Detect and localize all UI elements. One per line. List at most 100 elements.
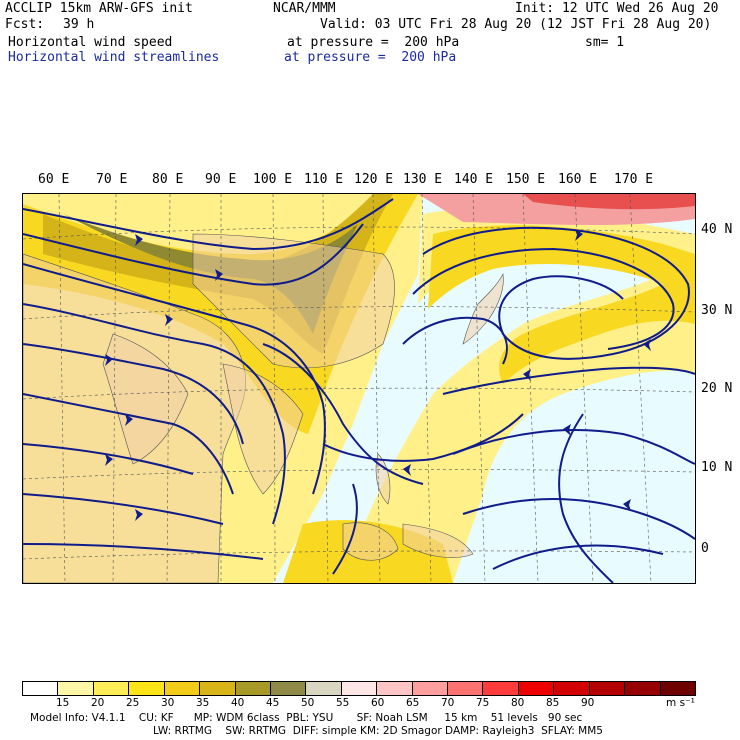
arrowhead	[105, 354, 113, 366]
colorbar-tick: 30	[161, 697, 175, 709]
colorbar-swatch	[448, 682, 484, 695]
grid-lon	[421, 194, 432, 583]
init-time: Init: 12 UTC Wed 26 Aug 20	[515, 1, 719, 16]
colorbar-swatch	[306, 682, 342, 695]
grid-lon	[58, 194, 66, 583]
arrowhead	[135, 234, 143, 246]
arrowhead	[563, 424, 571, 436]
wind-map	[22, 193, 696, 584]
lat-lon-grid	[23, 194, 695, 583]
center-label: NCAR/MMM	[273, 1, 336, 16]
colorbar-tick: 90	[581, 697, 595, 709]
streamline	[23, 343, 244, 445]
lon-label: 60 E	[38, 172, 70, 187]
wind-speed-colorbar	[22, 681, 696, 696]
grid-lat	[23, 226, 695, 240]
streamline	[442, 366, 695, 395]
arrowhead	[643, 339, 651, 351]
grid-lon	[629, 194, 652, 583]
colorbar-tick: 15	[56, 697, 70, 709]
streamline	[23, 223, 364, 286]
lat-label: 20 N	[701, 381, 733, 396]
valid-time: Valid: 03 UTC Fri 28 Aug 20 (12 JST Fri …	[320, 17, 712, 32]
smoothing-label: sm= 1	[585, 35, 625, 50]
grid-lat	[23, 550, 695, 560]
colorbar-swatch	[93, 682, 130, 695]
arrowhead	[403, 464, 411, 476]
colorbar-swatch	[58, 682, 94, 695]
lon-label: 130 E	[403, 172, 443, 187]
colorbar-tick: 55	[336, 697, 350, 709]
arrowhead	[623, 499, 631, 511]
wind-map-graphic	[23, 194, 695, 583]
streamline	[23, 393, 234, 495]
streamline	[23, 443, 194, 475]
colorbar-tick: 20	[91, 697, 105, 709]
streamline	[23, 493, 224, 525]
arrowhead	[125, 414, 133, 426]
colorbar-unit: m s⁻¹	[666, 697, 695, 709]
grid-lon	[166, 194, 171, 583]
wind-streamlines	[23, 198, 695, 583]
grid-lon	[272, 194, 276, 583]
lat-label: 10 N	[701, 460, 733, 475]
colorbar-swatch	[129, 682, 165, 695]
colorbar-swatch	[270, 682, 307, 695]
colorbar-tick: 45	[266, 697, 280, 709]
grid-lon	[472, 194, 486, 583]
colorbar-tick: 65	[406, 697, 420, 709]
colorbar-swatch	[200, 682, 236, 695]
model-info-line1: Model Info: V4.1.1 CU: KF MP: WDM 6class…	[30, 712, 583, 724]
colorbar-swatch	[23, 682, 59, 695]
land-india	[102, 333, 189, 465]
colorbar-tick: 70	[441, 697, 455, 709]
lon-label: 70 E	[96, 172, 128, 187]
field-wind-speed-level: at pressure = 200 hPa	[287, 35, 460, 50]
colorbar-swatch	[483, 682, 519, 695]
streamline	[492, 544, 664, 570]
colorbar-tick: 50	[301, 697, 315, 709]
streamline	[322, 413, 524, 462]
colorbar-tick: 35	[196, 697, 210, 709]
arrowhead	[105, 454, 113, 466]
streamline	[23, 263, 326, 495]
colorbar-swatch	[660, 682, 696, 695]
grid-lon	[522, 194, 539, 583]
streamline	[558, 413, 614, 583]
land-borneo	[342, 522, 399, 561]
streamline-arrowheads	[105, 229, 651, 521]
arrowhead	[165, 314, 173, 326]
lon-label: 80 E	[152, 172, 184, 187]
streamline	[402, 316, 508, 365]
streamline	[412, 247, 675, 350]
land-japan	[462, 272, 504, 345]
streamline	[23, 543, 264, 560]
colorbar-tick: 80	[511, 697, 525, 709]
colorbar-swatch	[341, 682, 378, 695]
land-philippines	[375, 453, 391, 505]
shading-red-north	[523, 194, 695, 210]
colorbar-swatch	[235, 682, 271, 695]
field-wind-speed-name: Horizontal wind speed	[8, 35, 173, 50]
colorbar-swatch	[377, 682, 413, 695]
grid-lon	[112, 194, 117, 583]
land-masses	[23, 233, 504, 583]
field-streamlines-level: at pressure = 200 hPa	[284, 50, 457, 65]
colorbar-tick: 60	[371, 697, 385, 709]
lon-label: 160 E	[558, 172, 598, 187]
land-indonesia	[402, 523, 474, 558]
streamline	[462, 498, 695, 540]
arrowhead	[575, 229, 583, 241]
colorbar-swatch	[412, 682, 449, 695]
streamline	[23, 303, 286, 525]
forecast-hours: 39 h	[63, 17, 95, 32]
colorbar-swatch	[164, 682, 201, 695]
streamline	[262, 343, 424, 485]
arrowhead	[215, 269, 223, 281]
lat-label: 40 N	[701, 222, 733, 237]
model-title: ACCLIP 15km ARW-GFS init	[5, 1, 193, 16]
forecast-label: Fcst:	[5, 17, 45, 32]
grid-lat	[23, 306, 695, 320]
lon-label: 120 E	[354, 172, 394, 187]
grid-lat	[23, 387, 695, 400]
